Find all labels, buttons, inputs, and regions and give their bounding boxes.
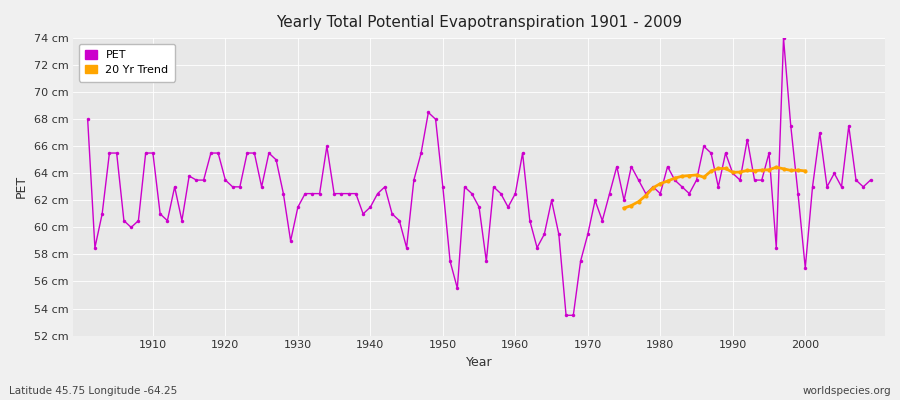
Legend: PET, 20 Yr Trend: PET, 20 Yr Trend (78, 44, 176, 82)
Text: Latitude 45.75 Longitude -64.25: Latitude 45.75 Longitude -64.25 (9, 386, 177, 396)
Y-axis label: PET: PET (15, 175, 28, 198)
Text: worldspecies.org: worldspecies.org (803, 386, 891, 396)
Title: Yearly Total Potential Evapotranspiration 1901 - 2009: Yearly Total Potential Evapotranspiratio… (276, 15, 682, 30)
X-axis label: Year: Year (466, 356, 492, 369)
